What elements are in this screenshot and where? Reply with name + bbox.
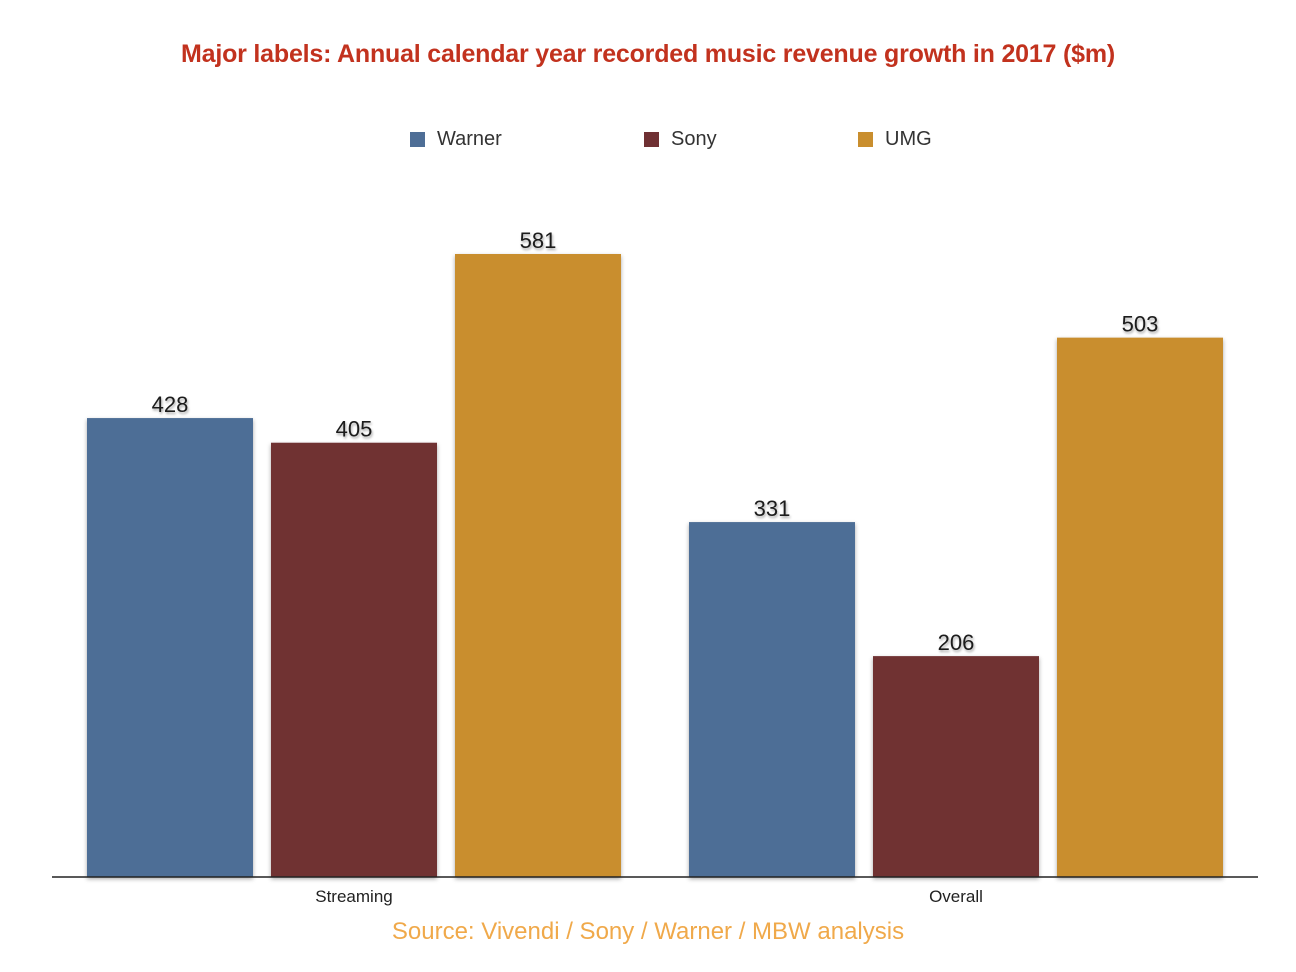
bar-overall-umg [1057, 337, 1223, 877]
legend-label-warner: Warner [437, 128, 502, 150]
value-label-streaming-warner: 428 [152, 392, 189, 417]
legend-swatch-warner [410, 132, 425, 147]
bar-streaming-warner [87, 418, 253, 877]
legend: Warner Sony UMG [0, 128, 1296, 156]
legend-item-warner: Warner [410, 128, 502, 151]
value-label-overall-umg: 503 [1122, 312, 1159, 337]
legend-swatch-umg [858, 132, 873, 147]
legend-label-umg: UMG [885, 128, 932, 150]
bar-streaming-sony [271, 442, 437, 877]
source-note: Source: Vivendi / Sony / Warner / MBW an… [391, 918, 905, 945]
value-label-streaming-sony: 405 [336, 417, 373, 442]
bar-overall-warner [689, 522, 855, 877]
legend-item-umg: UMG [858, 128, 932, 151]
legend-label-sony: Sony [671, 128, 717, 150]
category-label-overall: Overall [929, 887, 983, 906]
chart-title: Major labels: Annual calendar year recor… [181, 40, 1115, 68]
legend-item-sony: Sony [644, 128, 717, 151]
legend-swatch-sony [644, 132, 659, 147]
bar-overall-sony [873, 656, 1039, 877]
value-label-overall-warner: 331 [754, 496, 791, 521]
bar-streaming-umg [455, 254, 621, 877]
value-label-overall-sony: 206 [938, 630, 975, 655]
category-label-streaming: Streaming [315, 887, 392, 906]
value-label-streaming-umg: 581 [520, 228, 557, 253]
